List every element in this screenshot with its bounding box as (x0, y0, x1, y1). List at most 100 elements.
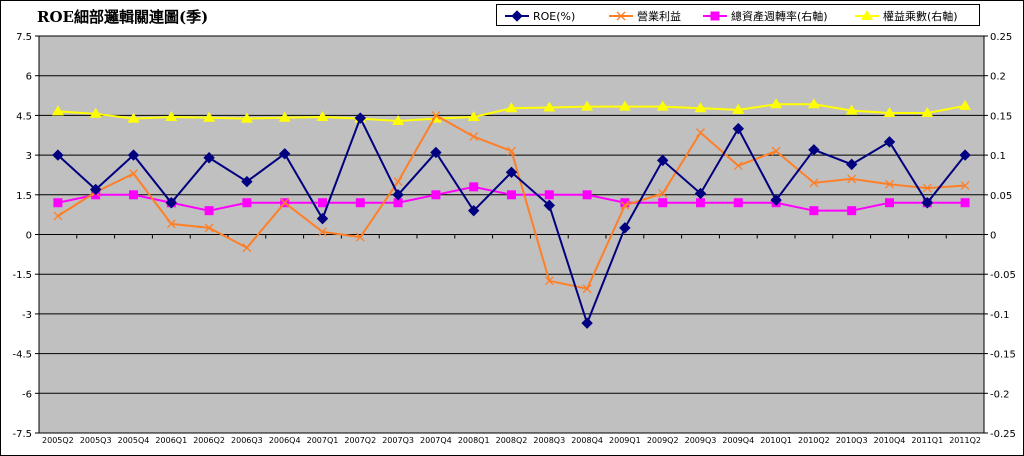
data-point-diamond (127, 149, 140, 161)
x-tick-label: 2008Q1 (458, 436, 490, 445)
x-tick-label: 2007Q4 (420, 436, 452, 445)
x-stroke (582, 284, 592, 294)
y-left-tick-label: -4.5 (12, 350, 32, 361)
data-point-square (733, 198, 743, 208)
x-tick-label: 2011Q2 (949, 436, 981, 445)
data-point-triangle (959, 99, 972, 110)
data-point-x (922, 183, 932, 193)
data-point-x (242, 243, 252, 253)
x-stroke (204, 223, 214, 233)
x-tick-label: 2005Q2 (42, 436, 74, 445)
data-point-square (809, 206, 819, 216)
x-stroke (53, 211, 63, 221)
data-point-square (355, 198, 365, 208)
x-stroke (696, 128, 705, 138)
data-point-square (204, 206, 214, 216)
data-point-triangle (392, 114, 405, 125)
legend-label: 營業利益 (637, 9, 681, 23)
data-point-square (885, 198, 894, 208)
legend-label: 總資產週轉率(右軸) (731, 9, 828, 23)
data-point-x (355, 232, 365, 242)
y-left-tick-label: 4.5 (16, 111, 32, 122)
data-point-diamond (959, 149, 971, 161)
data-point-square (582, 190, 592, 200)
x-stroke (469, 132, 479, 142)
data-point-x (53, 211, 63, 221)
x-tick-label: 2006Q3 (231, 436, 263, 445)
x-stroke (885, 179, 894, 189)
x-tick-label: 2009Q2 (647, 436, 679, 445)
data-point-diamond (316, 212, 329, 225)
legend-item: ROE(%) (505, 10, 575, 23)
x-tick-label: 2008Q3 (533, 436, 565, 445)
data-point-diamond (543, 199, 556, 212)
data-point-x (960, 181, 970, 190)
data-point-triangle (618, 100, 631, 111)
data-point-triangle (165, 110, 178, 121)
chart-title: ROE細部邏輯關連圖(季) (37, 8, 209, 26)
data-point-x (582, 284, 592, 294)
data-point-x (696, 128, 705, 138)
y-axis-right: 0.25 0.2 0.15 0.1 0.05 0 -0.05 -0.1 -0.15 -0.2 -0.… (984, 32, 1016, 440)
x-tick-label: 2005Q4 (118, 436, 150, 445)
data-point-triangle (467, 110, 480, 121)
x-stroke (847, 174, 857, 184)
x-tick-label: 2009Q4 (722, 436, 754, 445)
y-left-tick-label: -3 (22, 310, 32, 321)
data-point-triangle (732, 103, 745, 114)
data-point-square (658, 198, 668, 208)
data-point-x (616, 11, 626, 21)
data-point-diamond (203, 152, 215, 164)
data-point-square (960, 198, 970, 208)
x-stroke (166, 219, 176, 229)
data-point-square (242, 198, 252, 208)
data-point-diamond (619, 222, 631, 234)
x-tick-label: 2007Q2 (344, 436, 376, 445)
data-point-x (809, 178, 819, 188)
data-point-diamond (845, 158, 858, 171)
data-point-diamond (581, 317, 593, 329)
data-point-square (431, 190, 441, 200)
data-point-triangle (127, 112, 140, 123)
data-point-x (280, 198, 290, 208)
data-point-triangle (89, 107, 102, 118)
data-point-square (544, 190, 554, 200)
data-point-x (166, 219, 176, 229)
y-right-tick-label: 0.2 (990, 72, 1006, 83)
data-point-square (620, 198, 630, 208)
data-point-x (431, 110, 441, 120)
x-tick-label: 2006Q4 (269, 436, 301, 445)
x-stroke (242, 243, 252, 253)
x-tick-label: 2011Q1 (911, 436, 943, 445)
x-stroke (431, 110, 441, 120)
data-point-square (53, 198, 63, 208)
x-tick-label: 2010Q4 (874, 436, 906, 445)
data-point-triangle (807, 98, 820, 109)
data-point-square (129, 190, 138, 200)
x-stroke (393, 177, 403, 187)
data-point-diamond (808, 144, 820, 156)
data-point-x (885, 179, 894, 189)
data-point-square (507, 190, 516, 200)
data-point-diamond (883, 136, 896, 148)
data-point-triangle (203, 111, 216, 122)
y-left-tick-label: 3 (26, 151, 32, 162)
data-point-triangle (861, 10, 873, 20)
x-stroke (658, 189, 668, 198)
y-right-tick-label: 0 (990, 231, 996, 242)
data-point-diamond (656, 154, 669, 167)
y-left-tick-label: 6 (26, 72, 32, 83)
x-axis: 2005Q2 2005Q3 2005Q4 2006Q1 2006Q2 2006Q3 2006… (38, 234, 985, 445)
data-point-diamond (52, 149, 64, 161)
legend-item: 權益乘數(右軸) (855, 9, 958, 23)
x-stroke (129, 169, 138, 179)
y-left-tick-label: -7.5 (12, 429, 32, 440)
x-tick-label: 2008Q4 (571, 436, 603, 445)
data-point-diamond (89, 183, 102, 196)
data-point-triangle (240, 112, 253, 123)
legend-svg: ROE(%) 營業利益 總資產週轉率(右軸) 權益乘數(右軸) (505, 9, 958, 23)
data-point-diamond (467, 204, 480, 217)
y-right-tick-label: -0.05 (990, 270, 1016, 281)
x-stroke (616, 11, 626, 21)
